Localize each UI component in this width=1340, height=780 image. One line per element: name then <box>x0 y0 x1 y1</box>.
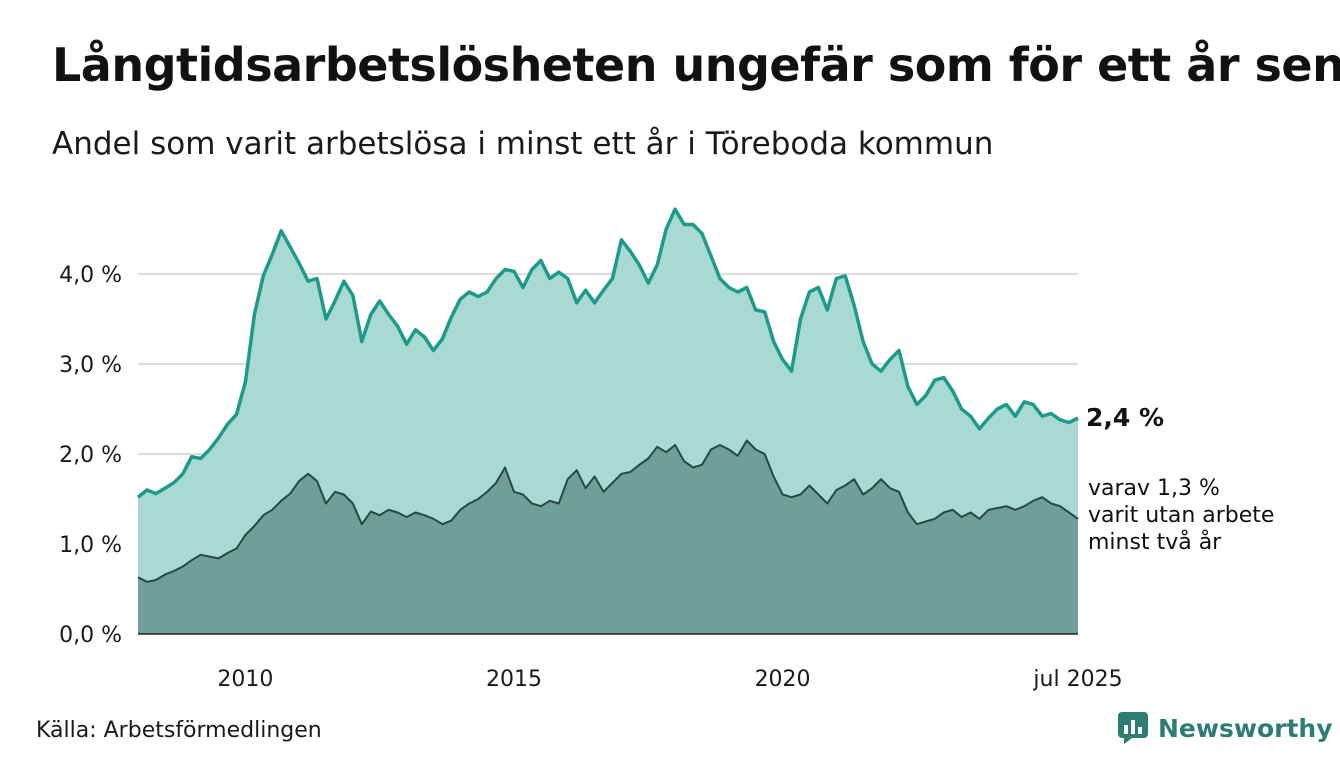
source-credit: Källa: Arbetsförmedlingen <box>36 718 322 743</box>
series-2-area <box>138 440 1078 634</box>
series-2-end-label: varit utan arbete <box>1088 503 1274 528</box>
x-tick-label: jul 2025 <box>1032 667 1122 692</box>
y-tick-label: 0,0 % <box>59 623 122 648</box>
brand-name: Newsworthy <box>1158 713 1333 743</box>
chart-subtitle: Andel som varit arbetslösa i minst ett å… <box>52 126 994 162</box>
x-tick-label: 2010 <box>217 667 273 692</box>
series-1-end-label: 2,4 % <box>1086 403 1164 432</box>
series-1-line <box>136 207 1079 499</box>
y-tick-label: 1,0 % <box>59 533 122 558</box>
series-2-line <box>137 439 1079 583</box>
chart-title: Långtidsarbetslösheten ungefär som för e… <box>52 38 1340 92</box>
y-tick-label: 4,0 % <box>59 263 122 288</box>
series-2-end-label: varav 1,3 % <box>1088 476 1220 501</box>
y-tick-label: 2,0 % <box>59 443 122 468</box>
brand-logo: Newsworthy <box>1118 712 1333 744</box>
series-2-end-label: minst två år <box>1088 529 1222 555</box>
x-tick-label: 2020 <box>755 667 811 692</box>
x-tick-label: 2015 <box>486 667 542 692</box>
y-tick-label: 3,0 % <box>59 353 122 378</box>
bar-chart-logo-icon <box>1118 712 1148 744</box>
